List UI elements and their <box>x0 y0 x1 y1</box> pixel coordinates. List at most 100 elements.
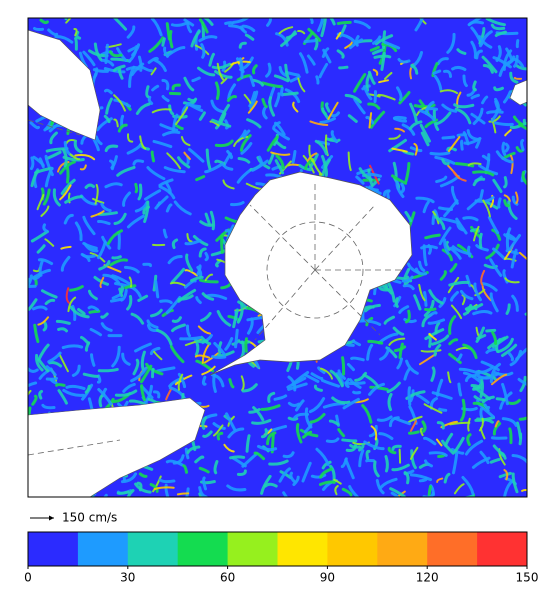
colorbar-segment <box>128 532 178 566</box>
streak <box>167 24 169 39</box>
streak <box>431 153 449 154</box>
streak <box>47 378 56 379</box>
streak <box>522 140 524 149</box>
streak <box>139 57 141 70</box>
streak <box>196 343 198 355</box>
colorbar-tick-label: 90 <box>320 571 335 585</box>
streak <box>147 87 148 97</box>
colorbar-segment <box>178 532 228 566</box>
streak <box>240 59 242 78</box>
streak <box>213 357 225 358</box>
streak <box>495 88 503 90</box>
streak <box>153 369 154 376</box>
colorbar-segment <box>477 532 527 566</box>
streak <box>459 384 461 395</box>
streak <box>283 93 297 94</box>
colorbar-tick-label: 150 <box>516 571 539 585</box>
streak <box>24 286 35 287</box>
streak <box>343 358 344 374</box>
streak <box>259 157 261 165</box>
streak <box>181 338 200 339</box>
streak <box>203 377 205 384</box>
streak <box>343 440 356 441</box>
streak <box>113 257 120 258</box>
streak <box>201 280 218 282</box>
streak <box>164 230 166 237</box>
streak <box>289 165 300 166</box>
streak <box>178 493 188 494</box>
streak <box>99 369 117 370</box>
streak <box>499 199 500 207</box>
streak <box>443 137 454 138</box>
streak <box>144 264 151 265</box>
streak <box>152 152 153 161</box>
streak <box>354 392 360 393</box>
colorbar-tick-label: 60 <box>220 571 235 585</box>
streak <box>481 191 483 200</box>
streak <box>35 28 43 29</box>
streak <box>340 67 347 68</box>
streak <box>160 480 174 482</box>
streak <box>44 323 46 330</box>
streak <box>515 78 521 79</box>
streak <box>236 330 238 347</box>
streak <box>156 281 158 296</box>
streak <box>282 88 283 95</box>
streak <box>402 184 404 192</box>
streak <box>386 457 387 471</box>
streak <box>409 432 418 433</box>
streak <box>118 492 128 493</box>
colorbar-tick-label: 30 <box>120 571 135 585</box>
streak <box>206 253 208 259</box>
streak <box>231 457 244 458</box>
streak <box>524 120 531 124</box>
colorbar-segment <box>228 532 278 566</box>
streak <box>214 375 216 392</box>
streak <box>505 178 507 187</box>
streak <box>293 152 295 163</box>
colorbar-segment <box>427 532 477 566</box>
streak <box>127 67 138 69</box>
colorbar-segment <box>377 532 427 566</box>
reference-label: 150 cm/s <box>62 511 117 525</box>
streak <box>495 123 512 125</box>
streak <box>462 141 463 149</box>
streak <box>497 399 504 400</box>
streak <box>189 99 196 101</box>
streak <box>76 38 77 49</box>
colorbar-segment <box>28 532 78 566</box>
streak <box>136 184 137 191</box>
streak <box>305 41 314 42</box>
streak <box>440 409 446 410</box>
streak <box>469 247 470 256</box>
colorbar-tick-label: 0 <box>24 571 32 585</box>
streak <box>396 299 397 307</box>
streak <box>65 6 66 19</box>
streak <box>422 350 441 351</box>
streak <box>409 388 410 405</box>
colorbar: 0 30 60 90 120 150 <box>24 532 538 585</box>
streak <box>119 233 120 249</box>
streak <box>481 381 483 397</box>
streak <box>57 385 64 386</box>
colorbar-segment <box>327 532 377 566</box>
streak <box>510 429 511 443</box>
streak <box>31 158 32 169</box>
streak <box>480 234 481 247</box>
colorbar-segment <box>78 532 128 566</box>
streak <box>488 112 503 113</box>
streak <box>503 143 505 154</box>
streak <box>338 22 350 23</box>
streak <box>474 82 476 90</box>
streak <box>351 446 360 448</box>
streak <box>226 23 233 24</box>
streak <box>106 45 108 62</box>
streak <box>222 234 223 252</box>
colorbar-tick-label: 120 <box>416 571 439 585</box>
streak <box>487 330 495 331</box>
reference-arrow-head <box>49 516 54 521</box>
streak <box>317 77 318 83</box>
streak <box>90 311 99 312</box>
streak <box>83 255 94 257</box>
